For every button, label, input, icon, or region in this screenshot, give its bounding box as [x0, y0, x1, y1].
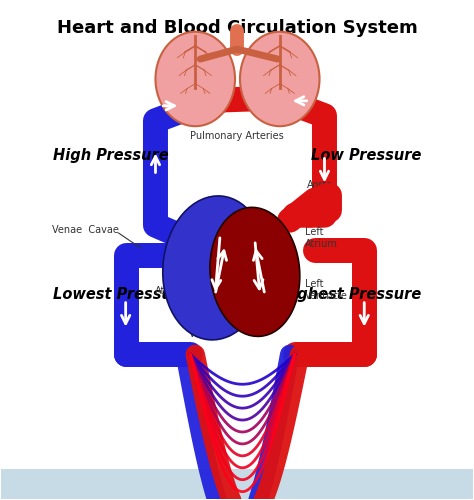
Ellipse shape — [240, 32, 319, 126]
Text: Low Pressure: Low Pressure — [310, 148, 421, 163]
Text: Left
Atrium: Left Atrium — [305, 228, 337, 249]
Text: Heart and Blood Circulation System: Heart and Blood Circulation System — [56, 20, 418, 38]
Text: Right
Ventricle: Right Ventricle — [189, 318, 232, 339]
Text: Lowest Pressure: Lowest Pressure — [53, 287, 189, 302]
Text: Aorta: Aorta — [307, 180, 333, 190]
Text: Pulmonary Arteries: Pulmonary Arteries — [190, 130, 284, 140]
Bar — [1, 469, 473, 498]
Ellipse shape — [155, 32, 235, 126]
Ellipse shape — [210, 208, 300, 336]
Text: Venae  Cavae: Venae Cavae — [52, 225, 118, 235]
Text: Right
Atrium: Right Atrium — [155, 274, 188, 295]
Text: High Pressure: High Pressure — [53, 148, 169, 163]
Ellipse shape — [163, 196, 267, 340]
Text: Highest Pressure: Highest Pressure — [280, 287, 421, 302]
Text: Left
Ventricle: Left Ventricle — [305, 279, 347, 300]
